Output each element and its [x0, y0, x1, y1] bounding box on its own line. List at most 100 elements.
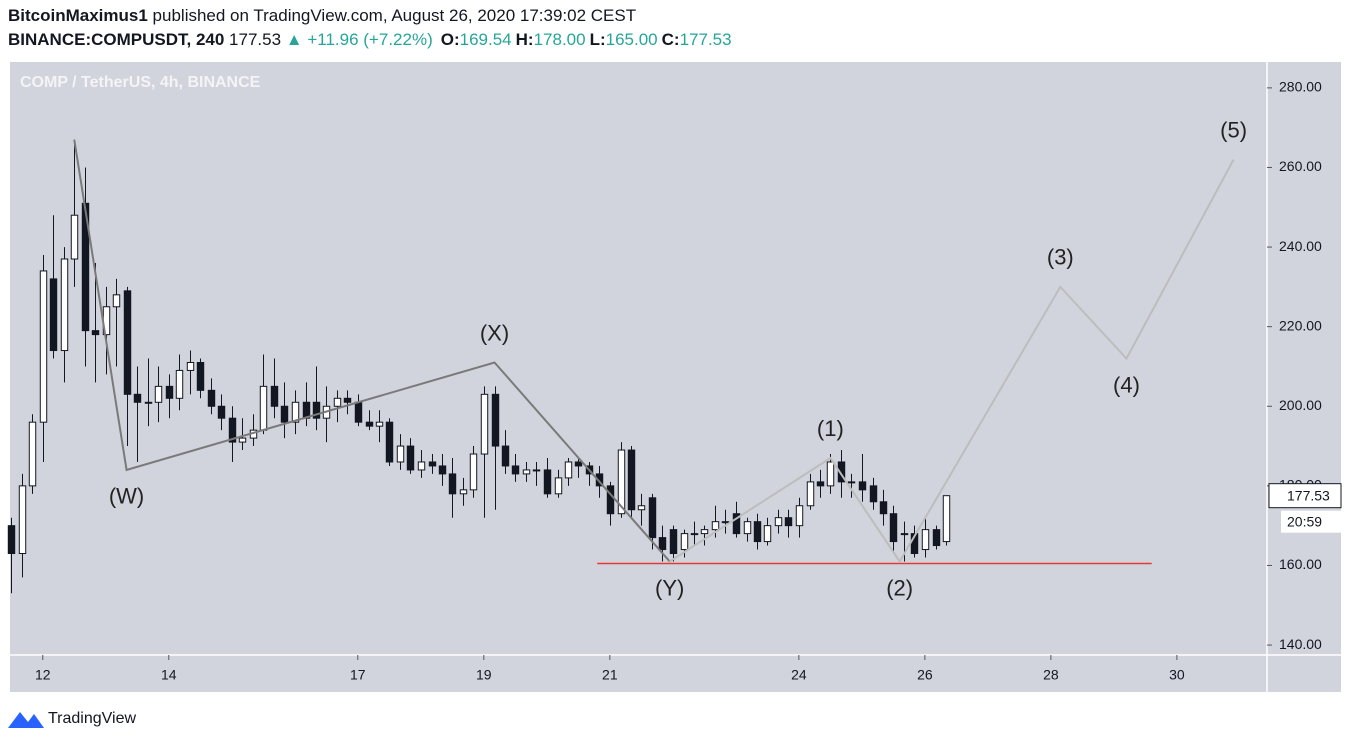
candle-body: [700, 529, 709, 535]
wave-label: (X): [480, 320, 509, 345]
candle-body: [333, 397, 342, 407]
last-price-label: 177.53: [1287, 487, 1330, 503]
candle-body: [207, 389, 216, 407]
y-tick-label: 140.00: [1279, 636, 1322, 652]
candle-body: [900, 533, 909, 536]
wave-label: (Y): [655, 575, 684, 600]
candle-body: [112, 294, 121, 308]
candle-body: [81, 202, 90, 332]
wave-line: [73, 139, 671, 563]
candle-body: [554, 477, 563, 495]
x-tick-label: 21: [602, 667, 618, 683]
candle-body: [847, 481, 856, 484]
candle-body: [690, 533, 699, 536]
candle-body: [606, 485, 615, 515]
ohlc-fields: O:169.54 H:178.00 L:165.00 C:177.53: [441, 30, 732, 49]
candle-body: [942, 495, 951, 543]
y-tick-label: 240.00: [1279, 238, 1322, 254]
candle-body: [417, 461, 426, 471]
candle-body: [816, 481, 825, 487]
ohlc-label: O:: [441, 30, 460, 49]
candle-body: [637, 505, 646, 511]
candle-body: [648, 497, 657, 539]
candle-body: [743, 521, 752, 535]
candle-body: [438, 465, 447, 475]
y-tick-label: 220.00: [1279, 317, 1322, 333]
countdown-box: [1281, 510, 1341, 533]
candle-body: [312, 401, 321, 419]
candle-body: [617, 449, 626, 515]
ohlc-value: 165.00: [606, 30, 658, 49]
candle-body: [469, 453, 478, 491]
candle-body: [123, 290, 132, 395]
x-tick-label: 28: [1043, 667, 1059, 683]
candle-body: [774, 517, 783, 527]
candle-body: [385, 421, 394, 463]
y-tick-label: 200.00: [1279, 397, 1322, 413]
wave-line: [669, 159, 1235, 564]
candle-body: [448, 473, 457, 495]
candle-body: [522, 469, 531, 475]
y-tick-label: 160.00: [1279, 556, 1322, 572]
x-tick-label: 17: [350, 667, 366, 683]
change: +11.96 (+7.22%): [307, 30, 432, 49]
candle-body: [238, 437, 247, 443]
candle-body: [154, 385, 163, 403]
x-tick-label: 14: [161, 667, 177, 683]
candle-body: [532, 469, 541, 472]
candle-body: [228, 417, 237, 443]
ohlc-label: C:: [662, 30, 680, 49]
candle-body: [921, 529, 930, 551]
candle-body: [795, 505, 804, 527]
candle-body: [806, 481, 815, 507]
author: BitcoinMaximus1: [8, 6, 148, 25]
candle-body: [270, 385, 279, 407]
candle-body: [732, 513, 741, 535]
x-tick-label: 26: [917, 667, 933, 683]
candle-body: [175, 369, 184, 399]
ohlc-value: 178.00: [534, 30, 586, 49]
candle-body: [49, 278, 58, 352]
candle-body: [826, 461, 835, 487]
candle-body: [543, 469, 552, 495]
candle-body: [280, 405, 289, 423]
x-tick-label: 12: [35, 667, 51, 683]
candle-body: [753, 521, 762, 543]
candle-body: [627, 449, 636, 511]
candle-body: [889, 513, 898, 543]
candle-body: [669, 529, 678, 555]
candle-body: [784, 517, 793, 527]
wave-label: (5): [1220, 117, 1247, 142]
candle-body: [259, 385, 268, 431]
candle-body: [186, 361, 195, 371]
candle-body: [217, 405, 226, 419]
up-arrow: ▲: [286, 30, 303, 49]
candle-body: [375, 421, 384, 427]
x-tick-label: 24: [791, 667, 807, 683]
candle-body: [343, 397, 352, 403]
y-tick-label: 260.00: [1279, 158, 1322, 174]
candle-body: [60, 258, 69, 352]
published: published on TradingView.com, August 26,…: [153, 6, 637, 25]
candle-body: [837, 461, 846, 483]
candle-body: [501, 445, 510, 467]
candle-body: [165, 385, 174, 399]
candle-body: [144, 401, 153, 404]
wave-label: (1): [817, 416, 844, 441]
candle-body: [396, 445, 405, 463]
ohlc-value: 169.54: [460, 30, 512, 49]
ohlc-label: H:: [516, 30, 534, 49]
candle-body: [459, 489, 468, 495]
candle-body: [932, 529, 941, 547]
symbol: BINANCE:COMPUSDT, 240: [8, 30, 224, 49]
candle-body: [711, 521, 720, 531]
wave-label: (W): [109, 484, 144, 509]
ohlc-value: 177.53: [680, 30, 732, 49]
last-price: 177.53: [229, 30, 281, 49]
candle-body: [658, 537, 667, 551]
watermark-title: COMP / TetherUS, 4h, BINANCE: [20, 74, 261, 91]
candle-body: [511, 465, 520, 475]
header-line: BitcoinMaximus1 published on TradingView…: [8, 6, 636, 25]
candle-body: [574, 461, 583, 467]
